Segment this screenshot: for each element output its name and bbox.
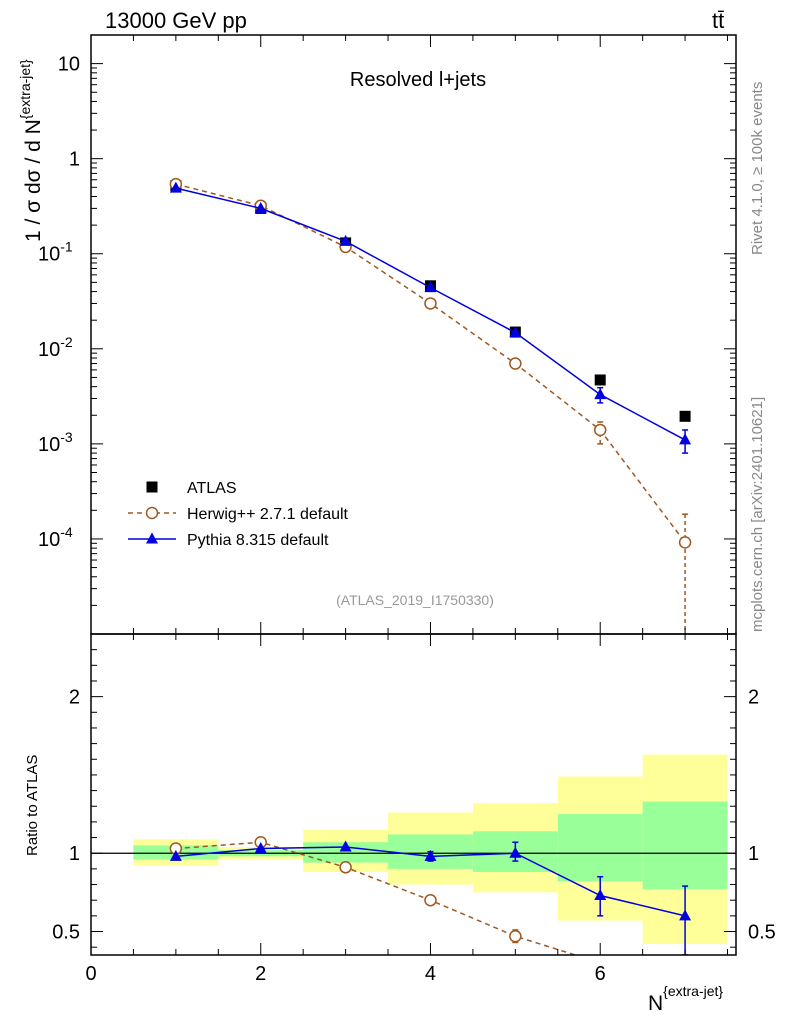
legend-label: Herwig++ 2.7.1 default	[187, 506, 349, 523]
rivet-label: Rivet 4.1.0, ≥ 100k events	[749, 82, 766, 255]
legend-marker	[146, 532, 158, 544]
y-axis-title: 1 / σ dσ / d N{extra-jet}	[17, 59, 45, 242]
data-point	[594, 374, 606, 386]
ratio-point	[424, 893, 437, 907]
y-tick-label: 10	[58, 54, 80, 76]
ratio-point	[679, 909, 692, 921]
data-point	[679, 433, 692, 445]
plot-title: Resolved l+jets	[350, 69, 486, 91]
data-point	[593, 423, 607, 437]
data-point	[678, 536, 692, 549]
legend-marker	[145, 506, 159, 520]
series-Pythia 8.315 default	[169, 181, 692, 454]
y-axis-title-sup: {extra-jet}	[17, 59, 33, 119]
y-tick-label-left: 2	[69, 687, 80, 709]
x-tick-label: 4	[425, 963, 436, 985]
y-tick-label-base: 10	[38, 244, 60, 266]
y-tick-label-exp: -2	[60, 334, 73, 350]
data-point	[424, 297, 437, 310]
y-tick-label: 1	[69, 149, 80, 171]
ratio-y-axis-title: Ratio to ATLAS	[24, 755, 41, 856]
y-tick-label: 10-3	[38, 429, 73, 456]
series-line	[175, 183, 686, 543]
x-tick-label: 2	[255, 963, 266, 985]
ratio-point	[509, 846, 522, 858]
x-tick-label: 0	[85, 963, 96, 985]
data-point	[339, 234, 352, 246]
y-tick-label-right: 1	[748, 843, 759, 865]
y-tick-label-base: 10	[38, 339, 60, 361]
data-point	[679, 410, 691, 422]
ratio-point	[594, 888, 607, 900]
legend-label: ATLAS	[187, 480, 237, 497]
mcplots-label: mcplots.cern.ch [arXiv:2401.10621]	[749, 397, 766, 632]
data-point	[594, 388, 607, 400]
series-Herwig++ 2.7.1 default	[169, 177, 692, 634]
data-point	[509, 357, 522, 370]
data-point	[424, 281, 437, 293]
legend-label: Pythia 8.315 default	[187, 532, 329, 549]
y-tick-label-right: 0.5	[748, 922, 776, 944]
ratio-plot-panel: 0 2 4 6 0.5 0.5 1 1 2 2 Ratio to ATLAS N{extra-je…	[24, 633, 776, 1015]
ratio-point	[339, 840, 352, 852]
y-tick-label-right: 2	[748, 687, 759, 709]
data-point	[169, 181, 182, 193]
header-left-title: 13000 GeV pp	[105, 8, 247, 33]
svg-text:N{extra-jet}: N{extra-jet}	[648, 983, 723, 1015]
series-line	[175, 187, 686, 441]
x-axis-title: N{extra-jet}	[648, 983, 723, 1015]
y-tick-label: 10-4	[38, 524, 73, 551]
y-tick-label-exp: -3	[60, 429, 73, 445]
ratio-point	[169, 849, 182, 861]
legend-marker	[146, 481, 158, 493]
ratio-point	[424, 849, 437, 861]
y-tick-label: 10-1	[38, 239, 73, 266]
uncertainty-band-inner	[642, 801, 728, 890]
legend: ATLAS Herwig++ 2.7.1 default Pythia 8.315 …	[128, 480, 349, 549]
ratio-point	[254, 842, 267, 854]
svg-text:1 / σ dσ / d N{extra-jet}: 1 / σ dσ / d N{extra-jet}	[17, 59, 45, 242]
y-tick-label-left: 0.5	[52, 922, 80, 944]
uncertainty-band-inner	[557, 814, 643, 882]
data-point	[509, 326, 522, 338]
y-tick-label-base: 10	[38, 434, 60, 456]
data-point	[254, 201, 267, 213]
ratio-plot-frame	[90, 633, 737, 956]
y-tick-label: 10-2	[38, 334, 73, 361]
y-tick-label-base: 10	[38, 529, 60, 551]
ratio-series-Pythia 8.315 default	[169, 840, 692, 955]
header-right-title: tt̄	[712, 8, 724, 33]
x-axis-title-sup: {extra-jet}	[663, 983, 723, 999]
y-tick-label-left: 1	[69, 843, 80, 865]
y-axis-title-base: 1 / σ dσ / d N	[22, 119, 45, 242]
y-tick-label-exp: -4	[60, 524, 73, 540]
ratio-point	[339, 861, 352, 874]
x-axis-title-base: N	[648, 992, 663, 1015]
y-tick-label-exp: -1	[60, 239, 73, 255]
ratio-point	[509, 929, 522, 943]
analysis-id: (ATLAS_2019_I1750330)	[336, 592, 494, 608]
x-tick-label: 6	[595, 963, 606, 985]
